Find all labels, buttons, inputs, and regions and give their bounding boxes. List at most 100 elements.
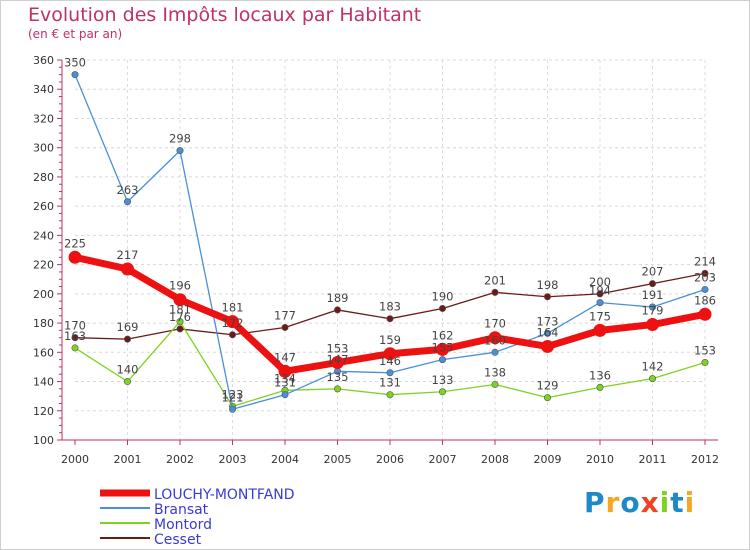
data-label: 200	[589, 275, 611, 289]
data-label: 186	[694, 293, 716, 307]
logo-letter: t	[670, 486, 685, 519]
data-point	[71, 334, 79, 342]
data-point	[71, 71, 79, 79]
data-point	[488, 331, 502, 345]
x-tick-label: 2004	[271, 453, 299, 466]
data-point	[438, 356, 446, 364]
data-label: 170	[64, 319, 86, 333]
data-point	[438, 304, 446, 312]
data-label: 129	[537, 379, 559, 393]
y-tick-label: 140	[33, 376, 54, 389]
legend-label: Montord	[154, 517, 212, 533]
data-point	[333, 385, 341, 393]
data-point	[176, 318, 184, 326]
data-point	[176, 147, 184, 155]
y-tick-label: 100	[33, 434, 54, 447]
data-label: 214	[694, 254, 716, 268]
data-point	[281, 323, 289, 331]
logo-letter: i	[684, 486, 696, 519]
data-point	[596, 383, 604, 391]
data-label: 131	[379, 376, 401, 390]
x-tick-label: 2012	[691, 453, 719, 466]
data-point	[701, 359, 709, 367]
data-point	[596, 299, 604, 307]
logo-letter: i	[659, 486, 671, 519]
x-tick-label: 2000	[61, 453, 89, 466]
data-point	[386, 369, 394, 377]
data-label: 173	[537, 314, 559, 328]
x-tick-label: 2011	[639, 453, 667, 466]
data-point	[543, 293, 551, 301]
data-point	[491, 288, 499, 296]
data-label: 159	[379, 333, 401, 347]
y-tick-label: 240	[33, 229, 54, 242]
data-label: 164	[537, 325, 559, 339]
data-label: 147	[274, 350, 296, 364]
data-point	[124, 378, 132, 386]
data-label: 170	[484, 317, 506, 331]
data-point	[281, 391, 289, 399]
y-tick-label: 200	[33, 288, 54, 301]
data-point	[648, 303, 656, 311]
data-label: 172	[222, 316, 244, 330]
data-point	[124, 198, 132, 206]
data-point	[71, 344, 79, 352]
data-label: 153	[327, 342, 349, 356]
data-label: 162	[432, 328, 454, 342]
data-point	[386, 315, 394, 323]
x-tick-label: 2007	[429, 453, 457, 466]
legend-label: LOUCHY-MONTFAND	[154, 487, 295, 503]
chart-subtitle: (en € et par an)	[28, 27, 123, 41]
data-label: 176	[169, 310, 191, 324]
data-label: 196	[169, 279, 191, 293]
data-point	[229, 331, 237, 339]
logo-letter: x	[640, 486, 660, 519]
data-label: 201	[484, 273, 506, 287]
data-label: 140	[117, 363, 139, 377]
data-point	[68, 250, 82, 264]
data-label: 207	[642, 265, 664, 279]
data-point	[701, 285, 709, 293]
y-tick-label: 180	[33, 317, 54, 330]
x-tick-label: 2001	[114, 453, 142, 466]
data-label: 181	[222, 301, 244, 315]
data-label: 153	[694, 344, 716, 358]
data-point	[333, 306, 341, 314]
logo-letter: P	[584, 486, 606, 519]
data-point	[646, 318, 659, 332]
data-point	[648, 280, 656, 288]
data-label: 191	[642, 288, 664, 302]
data-label: 133	[432, 373, 454, 387]
legend-label: Cesset	[154, 532, 202, 548]
data-label: 298	[169, 132, 191, 146]
y-tick-label: 260	[33, 200, 54, 213]
x-tick-label: 2003	[219, 453, 247, 466]
data-point	[648, 375, 656, 383]
data-label: 135	[327, 370, 349, 384]
data-label: 142	[642, 360, 664, 374]
data-label: 189	[327, 291, 349, 305]
data-label: 190	[432, 289, 454, 303]
data-label: 183	[379, 300, 401, 314]
y-tick-label: 360	[33, 54, 54, 67]
data-point	[331, 356, 344, 370]
data-label: 181	[169, 303, 191, 317]
data-point	[701, 269, 709, 277]
data-point	[278, 364, 292, 378]
y-tick-label: 280	[33, 171, 54, 184]
data-label: 147	[327, 352, 349, 366]
data-point	[543, 329, 551, 337]
data-label: 160	[484, 333, 506, 347]
data-label: 134	[274, 371, 296, 385]
data-point	[386, 391, 394, 399]
data-label: 169	[117, 320, 139, 334]
logo-letter: r	[605, 486, 621, 519]
x-tick-label: 2009	[534, 453, 562, 466]
y-tick-label: 300	[33, 142, 54, 155]
data-label: 146	[379, 354, 401, 368]
data-point	[593, 323, 607, 337]
data-point	[541, 339, 554, 353]
data-label: 175	[589, 309, 611, 323]
data-label: 177	[274, 308, 296, 322]
